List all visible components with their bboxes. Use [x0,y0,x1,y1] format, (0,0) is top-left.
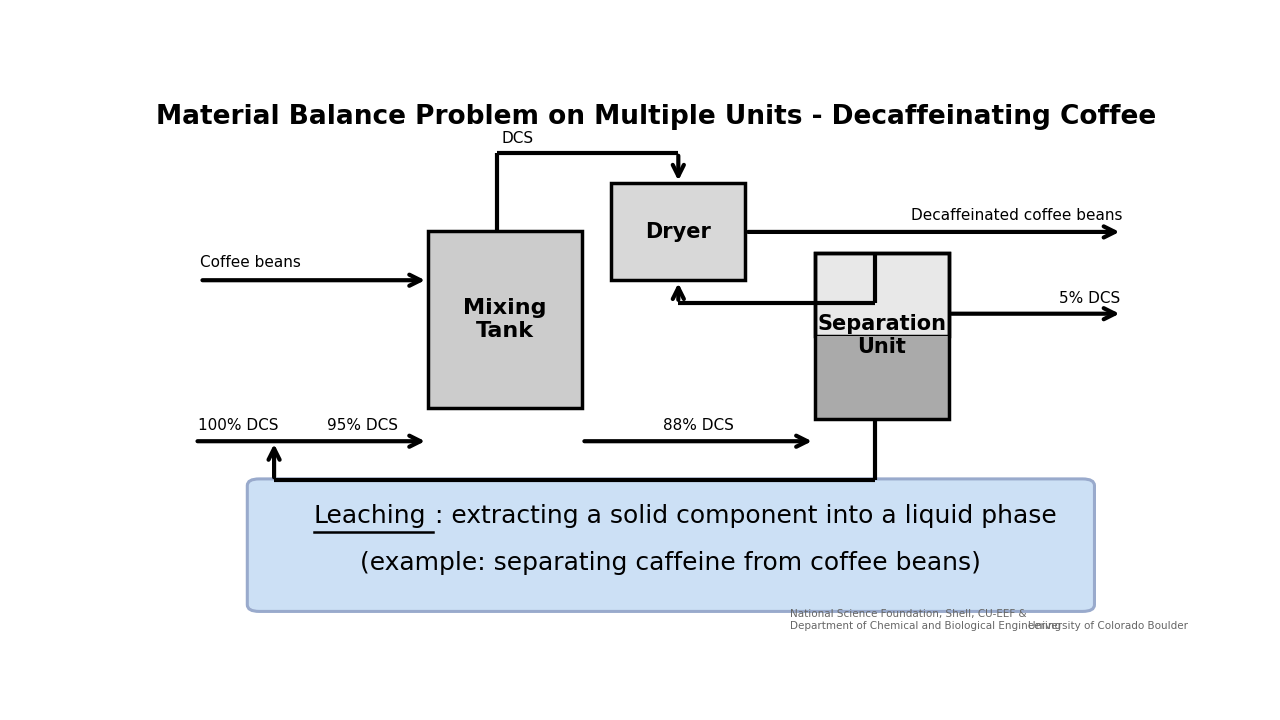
Bar [612,184,745,280]
Text: Decaffeinated coffee beans: Decaffeinated coffee beans [911,208,1123,223]
Text: Recycled DCS: Recycled DCS [521,487,627,503]
Text: 100% DCS: 100% DCS [197,418,278,433]
Text: (example: separating caffeine from coffee beans): (example: separating caffeine from coffe… [361,551,982,575]
Text: Coffee beans: Coffee beans [200,255,301,270]
Text: Separation
Unit: Separation Unit [817,314,946,357]
Bar [428,230,581,408]
Text: Dryer: Dryer [645,222,712,242]
Text: : extracting a solid component into a liquid phase: : extracting a solid component into a li… [435,504,1056,528]
Text: Material Balance Problem on Multiple Units - Decaffeinating Coffee: Material Balance Problem on Multiple Uni… [156,104,1156,130]
Text: University of Colorado Boulder: University of Colorado Boulder [1028,621,1188,631]
FancyBboxPatch shape [247,479,1094,611]
Bar [815,253,948,419]
Text: National Science Foundation, Shell, CU-EEF &: National Science Foundation, Shell, CU-E… [790,609,1027,619]
Text: Department of Chemical and Biological Engineering: Department of Chemical and Biological En… [790,621,1061,631]
Text: Leaching: Leaching [314,504,426,528]
Text: 5% DCS: 5% DCS [1059,291,1120,306]
Text: 95% DCS: 95% DCS [326,418,398,433]
Text: DCS: DCS [502,131,534,146]
Text: Mixing
Tank: Mixing Tank [463,297,547,341]
Bar [815,336,948,419]
Text: 88% DCS: 88% DCS [663,418,733,433]
Bar [815,253,948,336]
